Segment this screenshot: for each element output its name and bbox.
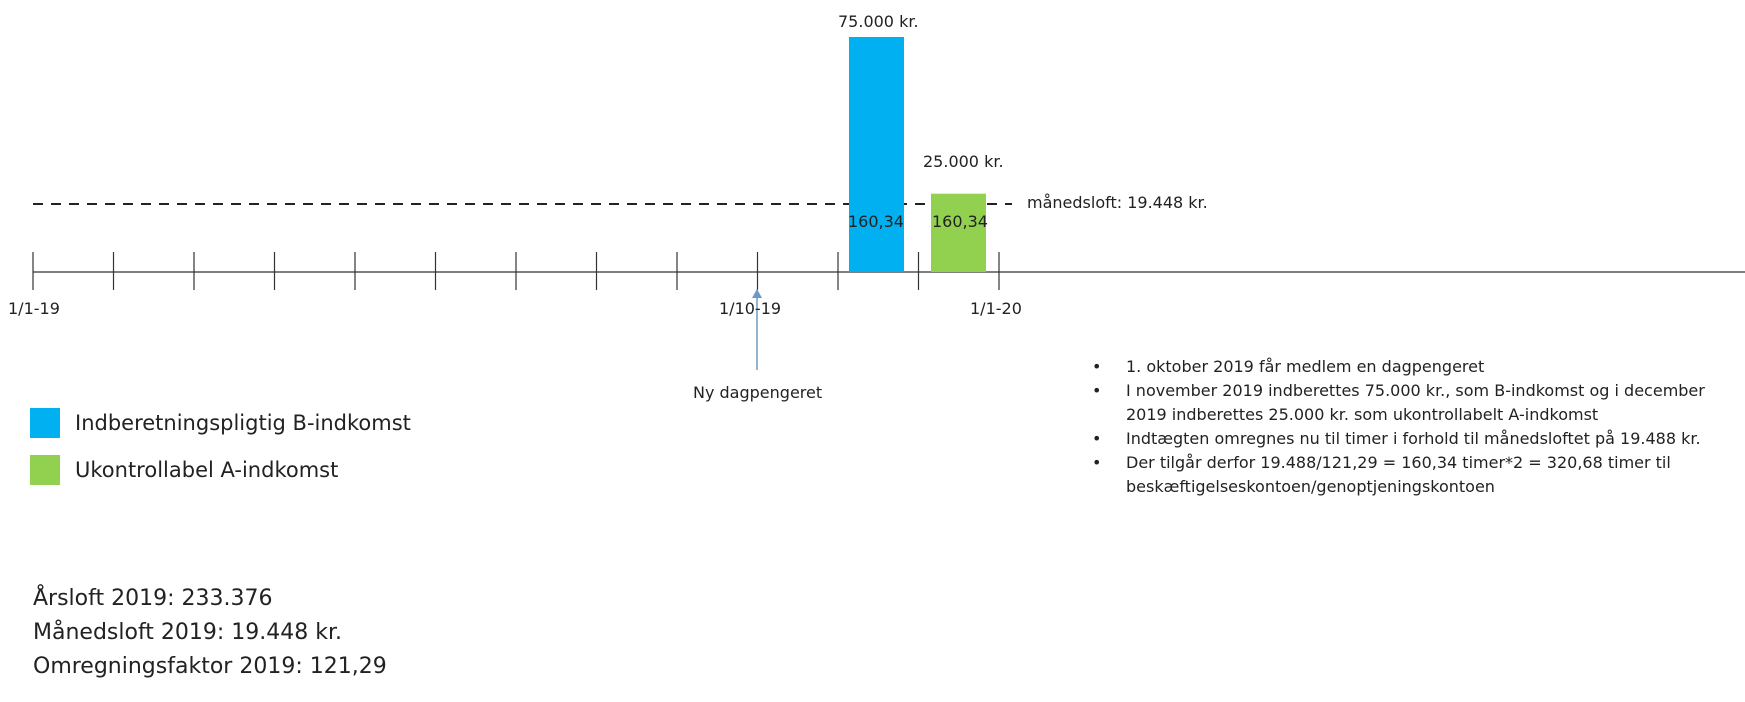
timeline-oct-label: 1/10-19 xyxy=(719,299,782,318)
fact-arsloft: Årsloft 2019: 233.376 xyxy=(33,586,273,611)
fact-manedsloft: Månedsloft 2019: 19.448 kr. xyxy=(33,620,343,645)
timeline-start-label: 1/1-19 xyxy=(8,299,60,318)
legend-item-b-income: Indberetningspligtig B-indkomst xyxy=(30,408,411,438)
dagpengeret-arrow-label: Ny dagpengeret xyxy=(693,383,823,402)
timeline-ticks xyxy=(32,252,1000,290)
explanation-item: I november 2019 indberettes 75.000 kr., … xyxy=(1090,379,1745,427)
key-figures: Årsloft 2019: 233.376 Månedsloft 2019: 1… xyxy=(33,582,387,684)
explanation-item: Indtægten omregnes nu til timer i forhol… xyxy=(1090,427,1745,451)
explanation-item: Der tilgår derfor 19.488/121,29 = 160,34… xyxy=(1090,451,1745,499)
threshold-label: månedsloft: 19.448 kr. xyxy=(1027,193,1208,212)
fact-omregningsfaktor: Omregningsfaktor 2019: 121,29 xyxy=(33,654,387,679)
legend-item-a-income: Ukontrollabel A-indkomst xyxy=(30,455,338,485)
bar-b-value-label: 75.000 kr. xyxy=(838,12,919,31)
bar-b-income xyxy=(849,37,904,272)
timeline-end-label: 1/1-20 xyxy=(970,299,1022,318)
legend-swatch-a-income xyxy=(30,455,60,485)
explanation-item: 1. oktober 2019 får medlem en dagpengere… xyxy=(1090,355,1745,379)
dagpengeret-arrow-head xyxy=(752,289,762,298)
legend-label-b-income: Indberetningspligtig B-indkomst xyxy=(75,411,411,435)
bar-a-income xyxy=(931,193,986,272)
legend-swatch-b-income xyxy=(30,408,60,438)
bar-a-hours-label: 160,34 xyxy=(932,212,988,231)
bar-b-hours-label: 160,34 xyxy=(848,212,904,231)
bar-a-value-label: 25.000 kr. xyxy=(923,152,1004,171)
legend-label-a-income: Ukontrollabel A-indkomst xyxy=(75,458,339,482)
explanation-list: 1. oktober 2019 får medlem en dagpengere… xyxy=(1090,355,1745,499)
